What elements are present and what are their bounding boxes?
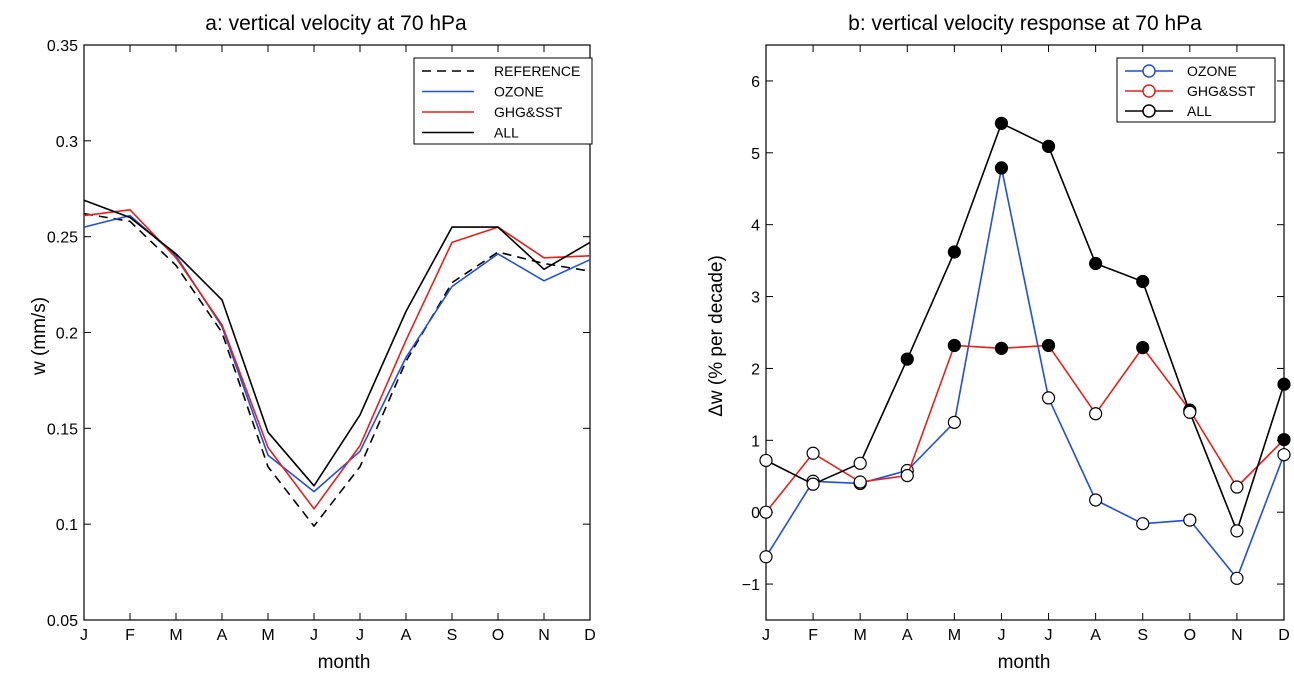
panel-b-series-all-line xyxy=(765,122,1285,532)
panel-b-point-ozone xyxy=(947,415,961,429)
panel-a-ytick-label: 0.1 xyxy=(56,517,78,534)
panel-b-point-ghg-sst xyxy=(994,341,1009,355)
panel-a-xtick-label: M xyxy=(261,627,274,644)
panel-b-point-all xyxy=(947,245,961,259)
panel-b-xtick-label: N xyxy=(1231,627,1243,644)
panel-b-point-all xyxy=(1089,256,1103,271)
panel-b-point-ozone xyxy=(1041,391,1056,405)
panel-b-title: b: vertical velocity response at 70 hPa xyxy=(848,12,1202,35)
panel-b-point-all xyxy=(1041,139,1056,153)
panel-b-point-all xyxy=(1230,524,1244,538)
panel-b-point-ghg-sst xyxy=(947,338,961,353)
panel-b-point-all xyxy=(1277,377,1291,391)
panel-b-point-ozone xyxy=(1277,448,1291,462)
panel-b-legend-label-all: ALL xyxy=(1187,103,1212,119)
panel-b-xtick-label: A xyxy=(1090,627,1101,644)
panel-a-xtick-label: M xyxy=(169,627,182,644)
panel-b-xtick-label: O xyxy=(1184,627,1196,644)
panel-a-xtick-label: N xyxy=(538,627,550,644)
panel-b-point-ghg-sst xyxy=(1277,432,1291,447)
panel-b-point-ghg-sst xyxy=(853,475,867,489)
panel-b-xtick-label: J xyxy=(762,627,770,644)
panel-b-ytick-label: 2 xyxy=(751,361,760,378)
panel-a-ytick-label: 0.15 xyxy=(47,421,78,438)
panel-a-xtick-label: J xyxy=(80,627,88,644)
panel-b-point-ozone xyxy=(1136,517,1150,531)
panel-a-legend-label-all: ALL xyxy=(494,125,519,141)
panel-b-xlabel: month xyxy=(998,652,1051,673)
panel-a-xtick-label: A xyxy=(401,627,412,644)
panel-a: a: vertical velocity at 70 hPa w (mm/s) … xyxy=(29,12,596,673)
panel-a-ytick-label: 0.05 xyxy=(47,613,78,630)
panel-b-legend-label-ghg-sst: GHG&SST xyxy=(1187,83,1256,99)
panel-b-xtick-label: A xyxy=(902,627,913,644)
panel-b-point-ghg-sst xyxy=(759,505,773,519)
panel-a-xlabel: month xyxy=(318,652,371,673)
panel-b-point-ghg-sst xyxy=(1041,338,1056,353)
panel-a-legend-label-reference: REFERENCE xyxy=(494,63,580,79)
panel-b-ytick-label: −1 xyxy=(742,577,760,594)
panel-a-xtick-label: J xyxy=(310,627,318,644)
panel-a-xtick-label: D xyxy=(584,627,596,644)
panel-b-point-ghg-sst xyxy=(900,468,914,483)
panel-b-point-all xyxy=(900,352,914,366)
panel-b-point-all xyxy=(1136,274,1150,289)
panel-b-ytick-label: 1 xyxy=(751,433,760,450)
panel-b-legend-marker-all xyxy=(1142,104,1156,118)
panel-a-xtick-label: F xyxy=(125,627,135,644)
panel-b-ylabel: Δw (% per decade) xyxy=(706,255,727,417)
panel-a-series-all-line xyxy=(83,199,591,487)
panel-b-point-ozone xyxy=(1183,513,1197,527)
panel-b-point-all xyxy=(759,453,773,468)
panel-b-ytick-label: 5 xyxy=(751,146,760,163)
panel-a-legend-box xyxy=(413,57,593,145)
panel-a-legend-label-ghg-sst: GHG&SST xyxy=(494,104,563,120)
panel-b-series-ozone-line xyxy=(765,167,1285,580)
panel-b-point-ghg-sst xyxy=(1089,407,1103,421)
panel-b-legend-marker-ozone xyxy=(1142,64,1156,78)
panel-b-plot-frame xyxy=(765,44,1285,621)
panel-b-point-all xyxy=(1183,405,1197,419)
panel-b-xtick-label: M xyxy=(854,627,867,644)
panel-b-point-ghg-sst xyxy=(1136,340,1150,355)
panel-b-ytick-label: 3 xyxy=(751,290,760,307)
panel-b: b: vertical velocity response at 70 hPa … xyxy=(706,12,1291,673)
panel-b-point-all xyxy=(994,116,1009,130)
panel-b-point-all xyxy=(806,477,820,491)
panel-a-ytick-label: 0.3 xyxy=(56,134,78,151)
panel-a-xtick-label: J xyxy=(356,627,364,644)
panel-b-point-ozone xyxy=(759,550,773,564)
panel-b-ytick-label: 0 xyxy=(751,505,760,522)
panel-a-ytick-label: 0.2 xyxy=(56,326,78,343)
panel-a-xtick-label: O xyxy=(492,627,504,644)
panel-b-point-ozone xyxy=(994,161,1009,175)
panel-b-point-ghg-sst xyxy=(806,446,820,460)
panel-a-ytick-label: 0.25 xyxy=(47,230,78,247)
panel-a-xtick-label: A xyxy=(217,627,228,644)
panel-b-point-ozone xyxy=(1230,571,1244,585)
panel-b-series-ghg-sst-line xyxy=(765,344,1285,513)
panel-b-legend-marker-ghg-sst xyxy=(1142,84,1156,98)
panel-b-point-ozone xyxy=(1089,493,1103,507)
panel-b-xtick-label: F xyxy=(808,627,818,644)
panel-a-series-reference-line xyxy=(83,212,591,527)
panel-b-legend-label-ozone: OZONE xyxy=(1187,63,1237,79)
panel-b-point-all xyxy=(853,456,867,470)
panel-b-xtick-label: S xyxy=(1137,627,1148,644)
panel-b-xtick-label: J xyxy=(997,627,1005,644)
panel-b-xtick-label: M xyxy=(948,627,961,644)
panel-a-series-ghg-sst-line xyxy=(83,209,591,510)
panel-b-xtick-label: D xyxy=(1278,627,1290,644)
panel-a-xtick-label: S xyxy=(447,627,458,644)
panel-a-legend-label-ozone: OZONE xyxy=(494,84,544,100)
panel-a-ytick-label: 0.35 xyxy=(47,38,78,55)
panel-a-title: a: vertical velocity at 70 hPa xyxy=(205,12,467,35)
panel-a-ylabel: w (mm/s) xyxy=(29,297,50,376)
panel-b-ytick-label: 4 xyxy=(751,218,760,235)
panel-b-point-ghg-sst xyxy=(1230,480,1244,494)
panel-b-xtick-label: J xyxy=(1045,627,1053,644)
panel-b-ytick-label: 6 xyxy=(751,74,760,91)
